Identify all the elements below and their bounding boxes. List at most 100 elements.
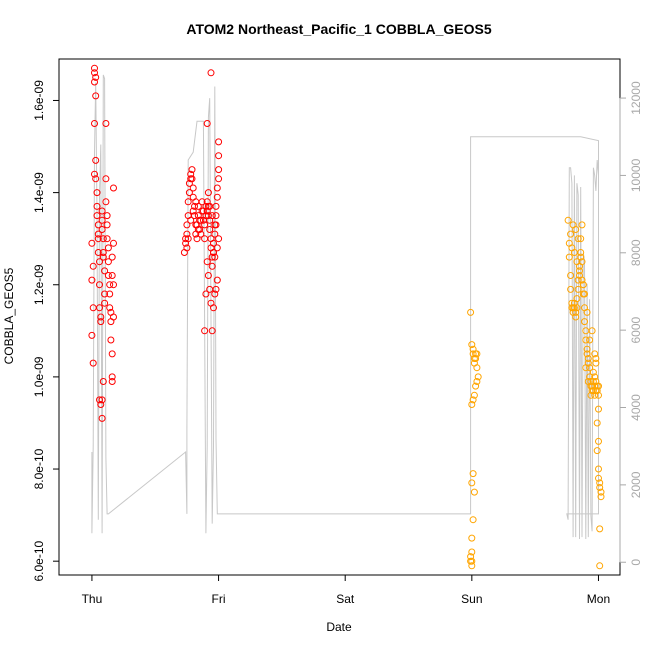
data-point bbox=[94, 235, 102, 243]
data-point bbox=[583, 308, 591, 316]
data-point bbox=[595, 391, 602, 399]
data-point bbox=[97, 313, 105, 321]
data-point bbox=[106, 290, 114, 298]
data-point bbox=[582, 327, 590, 335]
x-axis-label: Date bbox=[326, 620, 352, 634]
data-point bbox=[197, 216, 205, 224]
data-point bbox=[469, 396, 477, 404]
data-point bbox=[469, 516, 477, 524]
y2-tick-label: 8000 bbox=[629, 239, 643, 266]
data-point bbox=[213, 244, 221, 252]
y-axis: 6.0e-10 8.0e-10 1.0e-09 1.2e-09 1.4e-09 1.6e-… bbox=[32, 80, 60, 582]
data-point bbox=[572, 313, 580, 321]
data-point bbox=[573, 304, 581, 312]
data-point bbox=[202, 290, 210, 298]
data-point bbox=[574, 235, 582, 243]
data-point bbox=[210, 239, 217, 247]
data-point bbox=[192, 198, 200, 206]
data-point bbox=[474, 373, 482, 381]
data-point bbox=[473, 378, 481, 385]
data-point bbox=[88, 276, 96, 284]
data-point bbox=[92, 156, 100, 164]
data-point bbox=[107, 336, 115, 344]
data-point bbox=[108, 373, 116, 381]
data-point bbox=[182, 235, 190, 243]
data-point bbox=[98, 414, 106, 422]
data-point bbox=[102, 120, 110, 127]
data-point bbox=[202, 202, 210, 210]
y2-tick-label: 12000 bbox=[629, 81, 643, 115]
data-point bbox=[583, 345, 591, 353]
data-point bbox=[215, 166, 223, 174]
data-point bbox=[567, 285, 575, 293]
data-point bbox=[586, 336, 594, 344]
data-point bbox=[472, 355, 480, 362]
data-point bbox=[108, 253, 116, 261]
data-point bbox=[577, 253, 585, 261]
data-point bbox=[208, 253, 216, 261]
data-point bbox=[101, 299, 109, 307]
y-tick-label: 1.2e-09 bbox=[32, 264, 46, 305]
data-point bbox=[99, 378, 107, 385]
chart-title: ATOM2 Northeast_Pacific_1 COBBLA_GEOS5 bbox=[186, 21, 491, 37]
data-point bbox=[103, 212, 111, 220]
data-point bbox=[103, 221, 111, 229]
data-point bbox=[207, 69, 215, 77]
data-point bbox=[588, 327, 596, 335]
data-point bbox=[97, 318, 105, 326]
data-point bbox=[191, 202, 198, 210]
data-point bbox=[93, 189, 101, 197]
y-tick-label: 8.0e-10 bbox=[32, 448, 46, 489]
data-point bbox=[97, 401, 105, 408]
data-point bbox=[204, 189, 212, 197]
data-point bbox=[208, 212, 216, 220]
x-axis: Thu Fri Sat Sun Mon bbox=[82, 574, 610, 606]
data-point bbox=[473, 350, 481, 358]
data-point bbox=[212, 221, 220, 229]
data-point bbox=[468, 341, 476, 349]
data-point bbox=[183, 230, 191, 238]
data-point bbox=[91, 120, 98, 127]
data-point bbox=[99, 249, 107, 256]
data-point bbox=[103, 235, 111, 243]
data-point bbox=[94, 249, 102, 256]
data-point bbox=[595, 474, 602, 482]
data-point bbox=[576, 267, 583, 275]
data-point bbox=[213, 193, 221, 201]
data-point bbox=[91, 69, 98, 77]
data-point bbox=[468, 479, 476, 487]
data-point bbox=[211, 290, 219, 298]
data-point bbox=[96, 396, 103, 404]
y2-tick-label: 2000 bbox=[629, 471, 643, 498]
data-point bbox=[564, 216, 572, 224]
data-point bbox=[468, 534, 476, 542]
data-point bbox=[468, 401, 476, 408]
y-tick-label: 6.0e-10 bbox=[32, 541, 46, 582]
data-point bbox=[104, 272, 112, 279]
data-point bbox=[593, 387, 601, 395]
data-point bbox=[578, 258, 586, 266]
data-point bbox=[184, 198, 192, 206]
y-axis-label: COBBLA_GEOS5 bbox=[2, 267, 16, 364]
data-point bbox=[467, 308, 475, 316]
data-point bbox=[215, 235, 223, 243]
data-point bbox=[577, 249, 585, 256]
data-point bbox=[587, 378, 595, 385]
data-point bbox=[589, 368, 597, 376]
data-point bbox=[578, 221, 586, 229]
data-point bbox=[213, 276, 221, 284]
data-point bbox=[96, 304, 103, 312]
data-point bbox=[595, 437, 602, 445]
data-point bbox=[189, 207, 197, 215]
data-point bbox=[187, 170, 195, 178]
data-point bbox=[98, 226, 106, 233]
data-point bbox=[203, 258, 211, 266]
data-point bbox=[211, 230, 219, 238]
data-point bbox=[183, 221, 191, 229]
data-point bbox=[472, 382, 480, 390]
altitude-line bbox=[91, 74, 599, 540]
data-point bbox=[188, 175, 196, 183]
data-point bbox=[92, 73, 100, 81]
data-point bbox=[98, 207, 106, 215]
